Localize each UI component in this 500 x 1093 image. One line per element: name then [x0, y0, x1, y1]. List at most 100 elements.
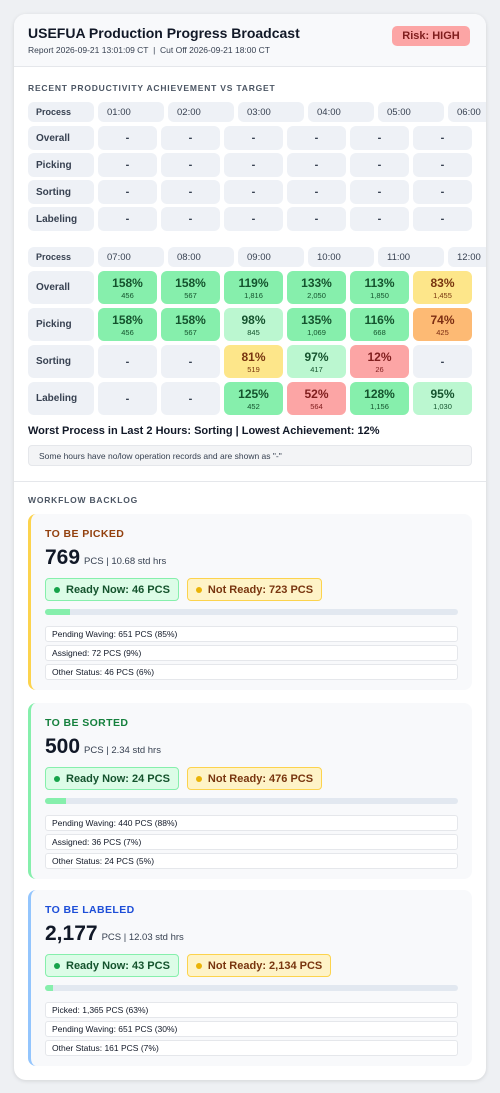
achievement-value: 133% — [301, 275, 332, 290]
status-item: Pending Waving: 440 PCS (88%) — [45, 815, 458, 831]
progress-fill — [45, 798, 66, 804]
record-count: 417 — [310, 364, 323, 374]
achievement-cell: - — [161, 207, 220, 231]
achievement-cell: - — [161, 126, 220, 150]
achievement-value: - — [440, 159, 445, 171]
achievement-value: 158% — [112, 275, 143, 290]
hour-header: 02:00 — [168, 102, 234, 122]
achievement-cell: - — [413, 126, 472, 150]
achievement-cell: 98% 845 — [224, 308, 283, 341]
record-count: 567 — [184, 290, 197, 300]
achievement-cell: - — [350, 153, 409, 177]
achievement-cell: - — [413, 153, 472, 177]
corner-cell: Process — [28, 247, 94, 267]
backlog-total-row: 2,177 PCS | 12.03 std hrs — [45, 922, 184, 946]
not-ready-chip: Not Ready: 723 PCS — [186, 578, 323, 601]
achievement-value: - — [125, 392, 130, 405]
record-count: 1,850 — [370, 290, 389, 300]
achievement-cell: - — [413, 180, 472, 204]
broadcast-card: USEFUA Production Progress Broadcast Rep… — [14, 14, 486, 1080]
achievement-value: - — [251, 159, 256, 171]
achievement-value: 113% — [364, 275, 395, 290]
achievement-cell: 74% 425 — [413, 308, 472, 341]
achievement-value: - — [188, 213, 193, 225]
achievement-value: - — [377, 159, 382, 171]
process-label: Labeling — [28, 207, 94, 231]
dot — [195, 586, 202, 593]
corner-cell: Process — [28, 102, 94, 122]
chip-row: Ready Now: 43 PCS Not Ready: 2,134 PCS — [45, 954, 339, 977]
achievement-cell: 135% 1,069 — [287, 308, 346, 341]
hour-header: 01:00 — [98, 102, 164, 122]
hour-header: 07:00 — [98, 247, 164, 267]
achievement-cell: - — [287, 153, 346, 177]
achievement-cell: - — [161, 153, 220, 177]
section-title: WORKFLOW BACKLOG — [28, 495, 139, 505]
progress-fill — [45, 985, 54, 991]
progress-track — [45, 985, 458, 991]
achievement-value: 83% — [430, 275, 455, 290]
chip-row: Ready Now: 24 PCS Not Ready: 476 PCS — [45, 767, 330, 790]
process-label: Picking — [28, 308, 94, 341]
status-item: Pending Waving: 651 PCS (85%) — [45, 626, 458, 642]
status-item: Other Status: 24 PCS (5%) — [45, 853, 458, 869]
record-count: 1,455 — [433, 290, 452, 300]
achievement-cell: - — [161, 180, 220, 204]
achievement-cell: - — [224, 153, 283, 177]
divider — [14, 481, 486, 482]
achievement-cell: - — [224, 207, 283, 231]
record-count: 668 — [373, 327, 386, 337]
record-count: 2,050 — [307, 290, 326, 300]
process-label: Sorting — [28, 345, 94, 378]
process-label: Sorting — [28, 180, 94, 204]
note: Some hours have no/low operation records… — [28, 445, 472, 466]
dot — [54, 962, 60, 969]
backlog-title: TO BE LABELED — [45, 904, 135, 916]
achievement-value: - — [125, 132, 130, 144]
not-ready-chip: Not Ready: 476 PCS — [186, 767, 323, 790]
record-count: 1,030 — [433, 401, 452, 411]
backlog-total: 2,177 — [45, 922, 98, 945]
backlog-card: TO BE PICKED 769 PCS | 10.68 std hrs Ready … — [28, 514, 472, 690]
status-item: Other Status: 161 PCS (7%) — [45, 1040, 458, 1056]
achievement-value: - — [314, 186, 319, 198]
backlog-title: TO BE SORTED — [45, 717, 129, 729]
backlog-total: 769 — [45, 546, 81, 569]
status-item: Other Status: 46 PCS (6%) — [45, 664, 458, 680]
status-item: Assigned: 72 PCS (9%) — [45, 645, 458, 661]
achievement-cell: 128% 1,156 — [350, 382, 409, 415]
record-count: 26 — [375, 364, 384, 374]
achievement-value: - — [314, 159, 319, 171]
record-count: 1,069 — [307, 327, 326, 337]
backlog-title: TO BE PICKED — [45, 528, 125, 540]
summary: Worst Process in Last 2 Hours: Sorting |… — [28, 425, 380, 437]
status-item: Picked: 1,365 PCS (63%) — [45, 1002, 458, 1018]
backlog-unit: PCS | 2.34 std hrs — [84, 745, 161, 756]
record-count: 456 — [121, 327, 134, 337]
backlog-card: TO BE LABELED 2,177 PCS | 12.03 std hrs Rea… — [28, 890, 472, 1066]
status-item: Assigned: 36 PCS (7%) — [45, 834, 458, 850]
hour-header: 03:00 — [238, 102, 304, 122]
section-title: RECENT PRODUCTIVITY ACHIEVEMENT VS TARGE… — [28, 83, 276, 93]
achievement-value: 97% — [304, 349, 329, 364]
achievement-cell: - — [98, 153, 157, 177]
achievement-value: - — [251, 186, 256, 198]
status-item: Pending Waving: 651 PCS (30%) — [45, 1021, 458, 1037]
hour-header: 09:00 — [238, 247, 304, 267]
achievement-cell: 158% 456 — [98, 308, 157, 341]
record-count: 567 — [184, 327, 197, 337]
achievement-value: - — [251, 132, 256, 144]
achievement-value: - — [188, 132, 193, 144]
achievement-cell: - — [98, 180, 157, 204]
achievement-value: - — [188, 392, 193, 405]
process-label: Picking — [28, 153, 94, 177]
achievement-value: 158% — [112, 312, 143, 327]
backlog-total-row: 769 PCS | 10.68 std hrs — [45, 546, 166, 570]
record-count: 845 — [247, 327, 260, 337]
achievement-value: - — [314, 213, 319, 225]
achievement-cell: - — [413, 345, 472, 378]
achievement-cell: 158% 456 — [98, 271, 157, 304]
achievement-cell: 158% 567 — [161, 308, 220, 341]
title: USEFUA Production Progress Broadcast — [28, 25, 300, 41]
